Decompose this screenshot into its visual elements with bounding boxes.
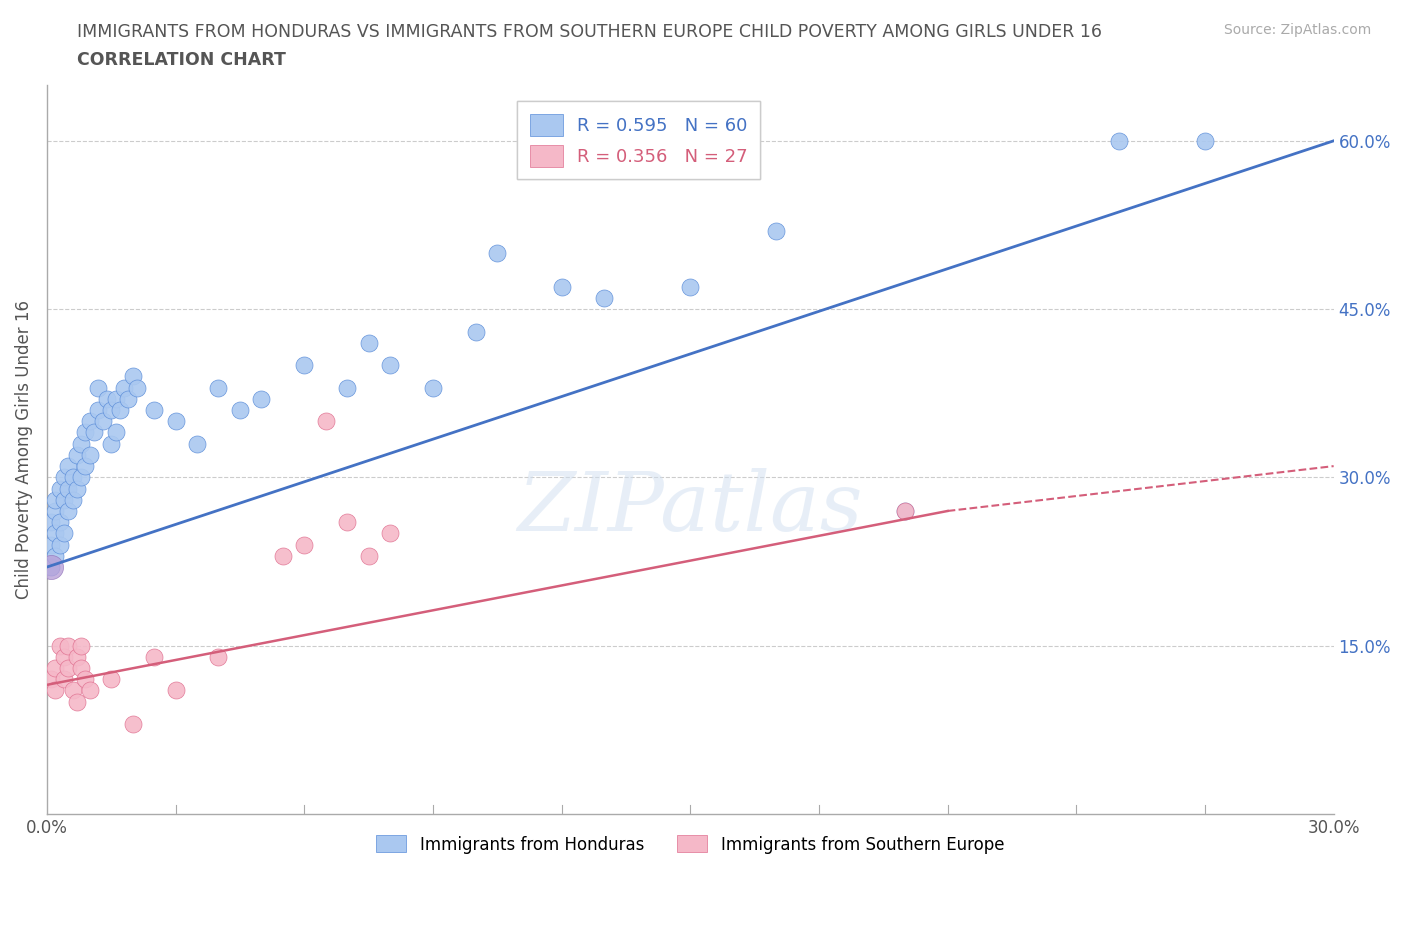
Point: [186, 436, 208, 451]
Point: [117, 392, 139, 406]
Point: [75, 425, 97, 440]
Y-axis label: Child Poverty Among Girls Under 16: Child Poverty Among Girls Under 16: [15, 299, 32, 599]
Point: [893, 503, 915, 518]
Point: [315, 414, 337, 429]
Text: CORRELATION CHART: CORRELATION CHART: [77, 51, 287, 69]
Point: [39, 515, 62, 530]
Point: [44, 503, 66, 518]
Point: [121, 369, 143, 384]
Point: [112, 380, 135, 395]
Point: [49, 638, 72, 653]
Point: [679, 279, 702, 294]
Point: [143, 649, 166, 664]
Point: [593, 290, 616, 305]
Point: [100, 671, 122, 686]
Point: [70, 660, 93, 675]
Point: [53, 470, 76, 485]
Text: ZIPatlas: ZIPatlas: [517, 468, 863, 548]
Point: [336, 515, 359, 530]
Point: [53, 671, 76, 686]
Point: [79, 414, 101, 429]
Point: [121, 717, 143, 732]
Point: [378, 526, 401, 541]
Point: [104, 425, 127, 440]
Point: [49, 481, 72, 496]
Point: [100, 403, 122, 418]
Point: [87, 380, 110, 395]
Point: [49, 515, 72, 530]
Point: [62, 492, 84, 507]
Point: [422, 380, 444, 395]
Point: [96, 392, 118, 406]
Point: [207, 380, 229, 395]
Point: [39, 671, 62, 686]
Point: [66, 481, 89, 496]
Legend: Immigrants from Honduras, Immigrants from Southern Europe: Immigrants from Honduras, Immigrants fro…: [370, 829, 1011, 860]
Point: [58, 481, 80, 496]
Point: [765, 223, 787, 238]
Point: [44, 660, 66, 675]
Point: [58, 638, 80, 653]
Point: [292, 538, 315, 552]
Point: [83, 425, 105, 440]
Point: [49, 538, 72, 552]
Point: [108, 403, 131, 418]
Point: [271, 549, 294, 564]
Point: [464, 324, 486, 339]
Point: [39, 538, 62, 552]
Point: [62, 470, 84, 485]
Point: [62, 683, 84, 698]
Point: [53, 649, 76, 664]
Point: [79, 683, 101, 698]
Point: [357, 336, 380, 351]
Point: [486, 246, 509, 260]
Point: [292, 358, 315, 373]
Point: [165, 683, 187, 698]
Point: [44, 683, 66, 698]
Point: [104, 392, 127, 406]
Point: [66, 649, 89, 664]
Point: [165, 414, 187, 429]
Point: [87, 403, 110, 418]
Point: [893, 503, 915, 518]
Point: [357, 549, 380, 564]
Point: [1108, 133, 1130, 148]
Point: [207, 649, 229, 664]
Point: [70, 436, 93, 451]
Point: [70, 638, 93, 653]
Point: [58, 503, 80, 518]
Point: [44, 549, 66, 564]
Point: [229, 403, 252, 418]
Point: [53, 492, 76, 507]
Point: [75, 671, 97, 686]
Point: [53, 526, 76, 541]
Point: [336, 380, 359, 395]
Point: [250, 392, 273, 406]
Point: [70, 470, 93, 485]
Point: [125, 380, 148, 395]
Point: [79, 447, 101, 462]
Point: [58, 458, 80, 473]
Point: [39, 560, 62, 575]
Point: [143, 403, 166, 418]
Point: [66, 694, 89, 709]
Point: [44, 526, 66, 541]
Point: [75, 458, 97, 473]
Point: [100, 436, 122, 451]
Point: [1194, 133, 1216, 148]
Point: [58, 660, 80, 675]
Point: [39, 560, 62, 575]
Point: [66, 447, 89, 462]
Point: [44, 492, 66, 507]
Point: [91, 414, 114, 429]
Text: IMMIGRANTS FROM HONDURAS VS IMMIGRANTS FROM SOUTHERN EUROPE CHILD POVERTY AMONG : IMMIGRANTS FROM HONDURAS VS IMMIGRANTS F…: [77, 23, 1102, 41]
Point: [378, 358, 401, 373]
Text: Source: ZipAtlas.com: Source: ZipAtlas.com: [1223, 23, 1371, 37]
Point: [550, 279, 572, 294]
